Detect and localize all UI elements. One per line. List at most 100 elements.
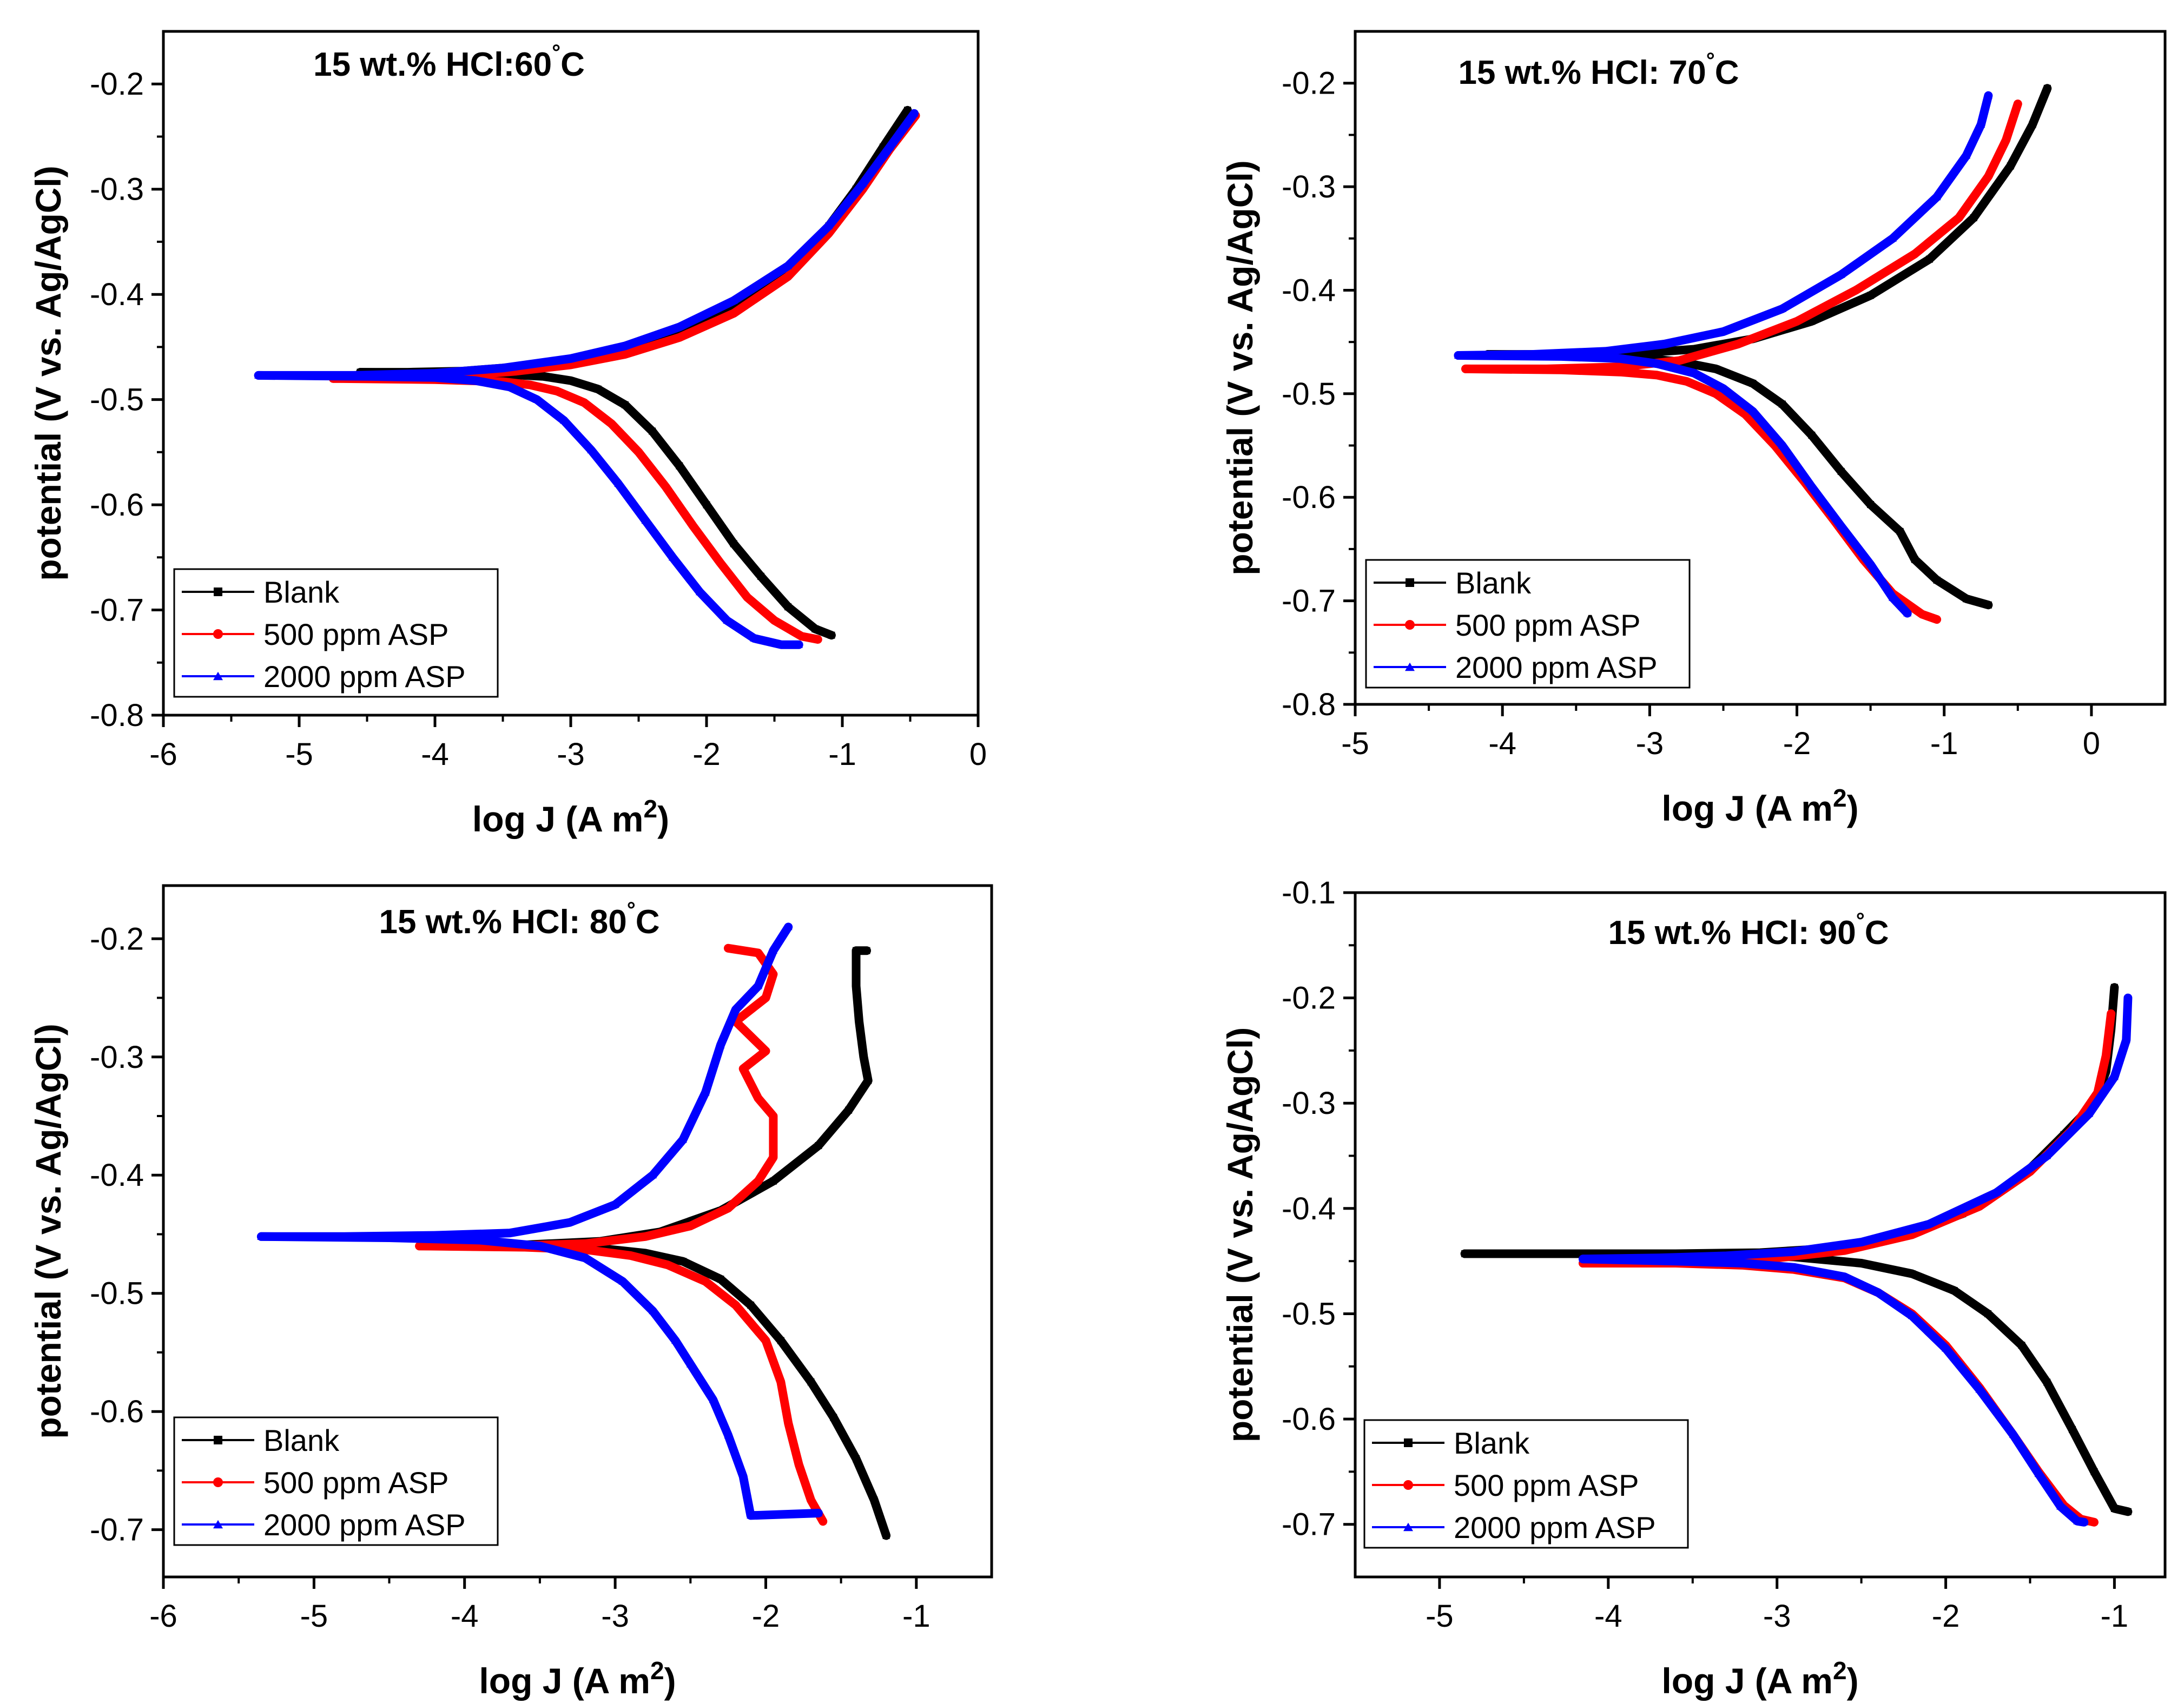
data-point <box>1675 357 1684 365</box>
data-point <box>2124 1508 2132 1515</box>
x-tick-label: -3 <box>1636 726 1664 761</box>
data-point <box>807 1378 815 1385</box>
data-point <box>819 1517 827 1526</box>
data-point <box>526 380 535 389</box>
data-point <box>1984 1310 1991 1317</box>
data-point <box>855 1018 863 1025</box>
x-tick-label: -4 <box>1594 1599 1622 1634</box>
data-point <box>257 1233 266 1240</box>
y-tick-label: -0.6 <box>90 1394 144 1429</box>
data-point <box>2123 994 2132 1001</box>
data-point <box>649 1171 657 1179</box>
x-axis-label-end: ) <box>657 799 669 839</box>
data-point <box>499 364 507 372</box>
degree-sign: ° <box>627 898 636 922</box>
data-point <box>1911 556 1918 563</box>
data-point <box>1682 377 1691 386</box>
data-point <box>757 572 764 580</box>
data-point <box>505 1229 514 1237</box>
y-tick-label: -0.6 <box>1282 480 1336 515</box>
data-point <box>1918 610 1926 618</box>
data-point <box>2110 1505 2118 1512</box>
chart-title-text: 15 wt.% HCl:60 <box>313 46 552 83</box>
x-axis-label-text: log J (A m <box>472 799 644 839</box>
data-point <box>641 517 650 524</box>
data-point <box>689 522 697 530</box>
data-point <box>1962 151 1971 159</box>
panel-70c: -5 -4 -3 -2 -1 0 -0.8 -0.7 -0.6 -0.5 -0.4 -0.3 -0.2 l… <box>1220 30 2167 828</box>
data-point <box>662 483 670 491</box>
data-point <box>784 262 793 269</box>
data-point <box>553 387 562 395</box>
data-point <box>580 398 589 407</box>
series-line-anodic <box>1579 1009 2116 1268</box>
data-point <box>750 635 758 642</box>
data-point <box>1778 441 1786 449</box>
data-point <box>747 1302 755 1309</box>
data-point <box>709 1396 717 1403</box>
series-500-ppm-asp <box>1461 100 2022 624</box>
data-point <box>580 1254 589 1261</box>
x-tick-label: -2 <box>1932 1599 1960 1634</box>
y-tick-label: -0.8 <box>90 698 144 733</box>
data-point <box>1749 380 1757 387</box>
legend-marker <box>1403 1480 1413 1490</box>
y-tick-label: -0.2 <box>1282 981 1336 1016</box>
data-point <box>2043 1152 2051 1159</box>
x-tick-label: -2 <box>752 1599 780 1634</box>
data-point <box>1963 595 1970 603</box>
data-point <box>675 333 684 342</box>
x-tick-label: -3 <box>601 1599 629 1634</box>
x-axis-label: log J (A m2) <box>1661 1656 1858 1701</box>
legend: Blank 500 ppm ASP 2000 ppm ASP <box>173 568 499 698</box>
data-point <box>1837 467 1845 475</box>
data-point <box>739 1065 748 1073</box>
legend-marker <box>213 629 223 639</box>
legend-marker <box>213 1520 223 1529</box>
series-2000-ppm-asp <box>256 922 823 1520</box>
legend: Blank 500 ppm ASP 2000 ppm ASP <box>1365 559 1691 689</box>
data-point <box>540 373 547 380</box>
data-point <box>784 272 793 281</box>
data-point <box>1690 369 1698 377</box>
x-axis-label-end: ) <box>1847 788 1859 828</box>
data-point <box>1975 1385 1984 1393</box>
data-point <box>769 947 777 954</box>
plot-frame <box>1354 30 2167 706</box>
data-point <box>1734 340 1743 348</box>
chart-title: 15 wt.% HCl: 70°C <box>1458 49 1739 91</box>
data-point <box>769 1112 777 1120</box>
data-point <box>415 1242 424 1250</box>
data-point <box>1557 353 1566 360</box>
legend-marker <box>213 671 223 681</box>
legend-marker <box>1404 1438 1413 1447</box>
y-tick-label: -0.4 <box>1282 273 1336 308</box>
data-point <box>731 1301 740 1309</box>
y-axis-label: potential (V vs. Ag/AgCl) <box>1220 160 1260 576</box>
x-axis-label: log J (A m2) <box>472 795 669 839</box>
x-tick-label: -5 <box>300 1599 328 1634</box>
data-point <box>1461 1250 1469 1257</box>
data-point <box>886 143 894 150</box>
panel-90c: -5 -4 -3 -2 -1 -0.7 -0.6 -0.5 -0.4 -0.3 -0.2 -0.1 lo… <box>1220 875 2167 1701</box>
data-point <box>824 222 833 229</box>
data-point <box>784 923 793 930</box>
data-point <box>769 1153 777 1161</box>
data-point <box>716 1041 725 1048</box>
data-point <box>1926 255 1933 263</box>
data-point <box>1616 354 1625 362</box>
data-point <box>587 446 596 453</box>
data-point <box>2056 1502 2065 1510</box>
data-point <box>828 631 835 639</box>
data-point <box>729 309 738 318</box>
data-point <box>807 1496 815 1504</box>
legend-label: 500 ppm ASP <box>1454 1468 1639 1502</box>
data-point <box>795 641 803 648</box>
data-point <box>776 1378 785 1386</box>
data-point <box>1889 594 1897 601</box>
data-point <box>686 1360 695 1368</box>
legend: Blank 500 ppm ASP 2000 ppm ASP <box>1363 1419 1689 1549</box>
x-axis-label-sup: 2 <box>1833 1656 1847 1685</box>
data-point <box>566 1218 575 1226</box>
data-point <box>626 1251 635 1260</box>
